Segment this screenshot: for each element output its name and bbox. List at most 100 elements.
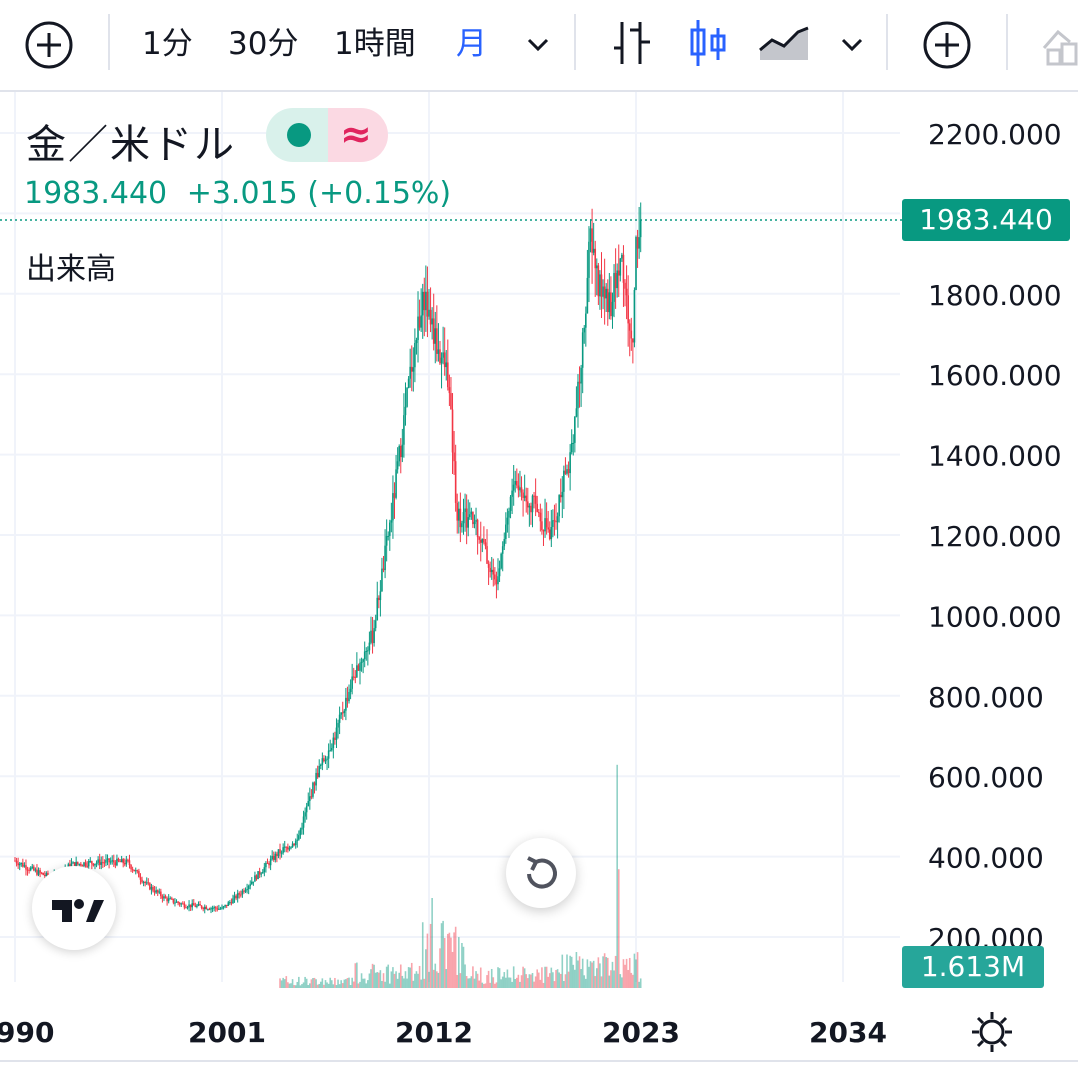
volume-bar bbox=[468, 978, 471, 988]
volume-bar bbox=[581, 958, 584, 988]
candle-body bbox=[318, 765, 321, 778]
volume-bar bbox=[633, 953, 636, 988]
volume-bar bbox=[354, 963, 357, 988]
interval-dropdown-icon[interactable] bbox=[524, 30, 552, 58]
add-indicator-icon[interactable] bbox=[922, 20, 972, 70]
interval-30min[interactable]: 30分 bbox=[228, 26, 299, 62]
volume-bar bbox=[638, 981, 640, 988]
volume-bar bbox=[599, 963, 601, 988]
volume-bar bbox=[545, 966, 548, 988]
volume-bar bbox=[387, 964, 390, 988]
volume-bar bbox=[589, 961, 592, 988]
candle-body bbox=[412, 367, 415, 372]
candle-body bbox=[348, 691, 350, 702]
y-tick-label: 1400.000 bbox=[928, 440, 1062, 473]
candle-body bbox=[346, 697, 349, 702]
volume-bar bbox=[621, 977, 623, 988]
volume-bar bbox=[553, 981, 556, 988]
candle-body bbox=[269, 859, 272, 866]
interval-1hour[interactable]: 1時間 bbox=[334, 26, 416, 62]
add-symbol-icon[interactable] bbox=[24, 20, 74, 70]
volume-bar bbox=[511, 981, 513, 988]
candle-body bbox=[327, 750, 330, 759]
tradingview-logo-icon[interactable] bbox=[32, 866, 116, 950]
candle-body bbox=[112, 860, 115, 863]
candle-body bbox=[15, 860, 18, 864]
candle-body bbox=[599, 274, 601, 297]
candle-body bbox=[144, 882, 146, 884]
volume-bar bbox=[457, 937, 460, 988]
reset-chart-button[interactable] bbox=[506, 838, 576, 908]
volume-bar bbox=[349, 985, 352, 988]
volume-bar bbox=[520, 975, 523, 988]
candle-body bbox=[456, 502, 459, 521]
candle-body bbox=[445, 362, 448, 368]
candle-body bbox=[283, 846, 286, 848]
candle-body bbox=[268, 863, 270, 866]
candle-body bbox=[26, 869, 29, 871]
candle-body bbox=[622, 254, 625, 283]
volume-bar bbox=[287, 982, 289, 988]
candle-body bbox=[592, 248, 595, 253]
volume-legend[interactable]: 出来高 bbox=[26, 252, 116, 287]
volume-bar bbox=[500, 979, 502, 988]
candle-body bbox=[345, 697, 347, 711]
market-status-pill[interactable]: ≈ bbox=[266, 108, 388, 162]
volume-bar bbox=[625, 958, 628, 988]
volume-bar bbox=[478, 980, 480, 988]
candle-body bbox=[392, 493, 394, 521]
interval-month[interactable]: 月 bbox=[456, 26, 487, 62]
candle-body bbox=[316, 772, 319, 778]
candle-body bbox=[296, 839, 299, 841]
candle-body bbox=[530, 505, 532, 513]
area-chart-icon[interactable] bbox=[758, 24, 810, 62]
volume-bar bbox=[517, 974, 520, 988]
price-chart[interactable]: 2200.000 1800.000 1600.000 1400.000 1200.000… bbox=[0, 92, 1078, 1060]
candle-body bbox=[335, 727, 338, 740]
candle-body bbox=[595, 265, 598, 269]
volume-bar bbox=[619, 974, 622, 988]
candle-body bbox=[207, 909, 209, 911]
volume-bar bbox=[534, 976, 537, 988]
candle-body bbox=[528, 505, 531, 508]
interval-1min[interactable]: 1分 bbox=[142, 26, 193, 62]
candle-body bbox=[199, 904, 201, 906]
candle-body bbox=[492, 569, 495, 575]
settings-gear-icon[interactable] bbox=[970, 1010, 1014, 1054]
y-tick-label: 1600.000 bbox=[928, 359, 1062, 392]
candle-body bbox=[563, 470, 565, 492]
candle-body bbox=[258, 871, 261, 875]
candle-body bbox=[301, 827, 303, 830]
candle-body bbox=[332, 737, 335, 749]
candle-body bbox=[117, 858, 120, 861]
candle-body bbox=[586, 277, 589, 314]
candle-body bbox=[330, 748, 333, 751]
templates-icon[interactable] bbox=[1040, 18, 1078, 68]
candle-body bbox=[577, 381, 579, 409]
candle-body bbox=[210, 908, 212, 910]
volume-bar bbox=[382, 973, 385, 988]
candle-body bbox=[43, 875, 46, 877]
bars-chart-icon[interactable] bbox=[610, 18, 656, 68]
volume-bar bbox=[616, 764, 618, 988]
candle-body bbox=[45, 873, 48, 876]
volume-bar bbox=[395, 971, 397, 988]
candle-body bbox=[246, 889, 248, 891]
candle-body bbox=[509, 496, 512, 511]
volume-bar bbox=[483, 983, 485, 988]
chart-type-dropdown-icon[interactable] bbox=[838, 30, 866, 58]
candle-body bbox=[552, 520, 554, 527]
candle-body bbox=[585, 313, 587, 328]
candle-body bbox=[384, 545, 386, 571]
volume-bar bbox=[403, 978, 405, 988]
candle-body bbox=[125, 859, 128, 865]
volume-bar bbox=[417, 973, 419, 988]
candle-body bbox=[224, 904, 226, 907]
candle-body bbox=[100, 862, 103, 865]
volume-bar bbox=[335, 985, 338, 988]
candles-chart-icon[interactable] bbox=[688, 18, 728, 68]
candle-body bbox=[240, 894, 242, 896]
candle-body bbox=[362, 659, 364, 662]
volume-bar bbox=[315, 979, 317, 988]
candle-body bbox=[414, 343, 416, 368]
